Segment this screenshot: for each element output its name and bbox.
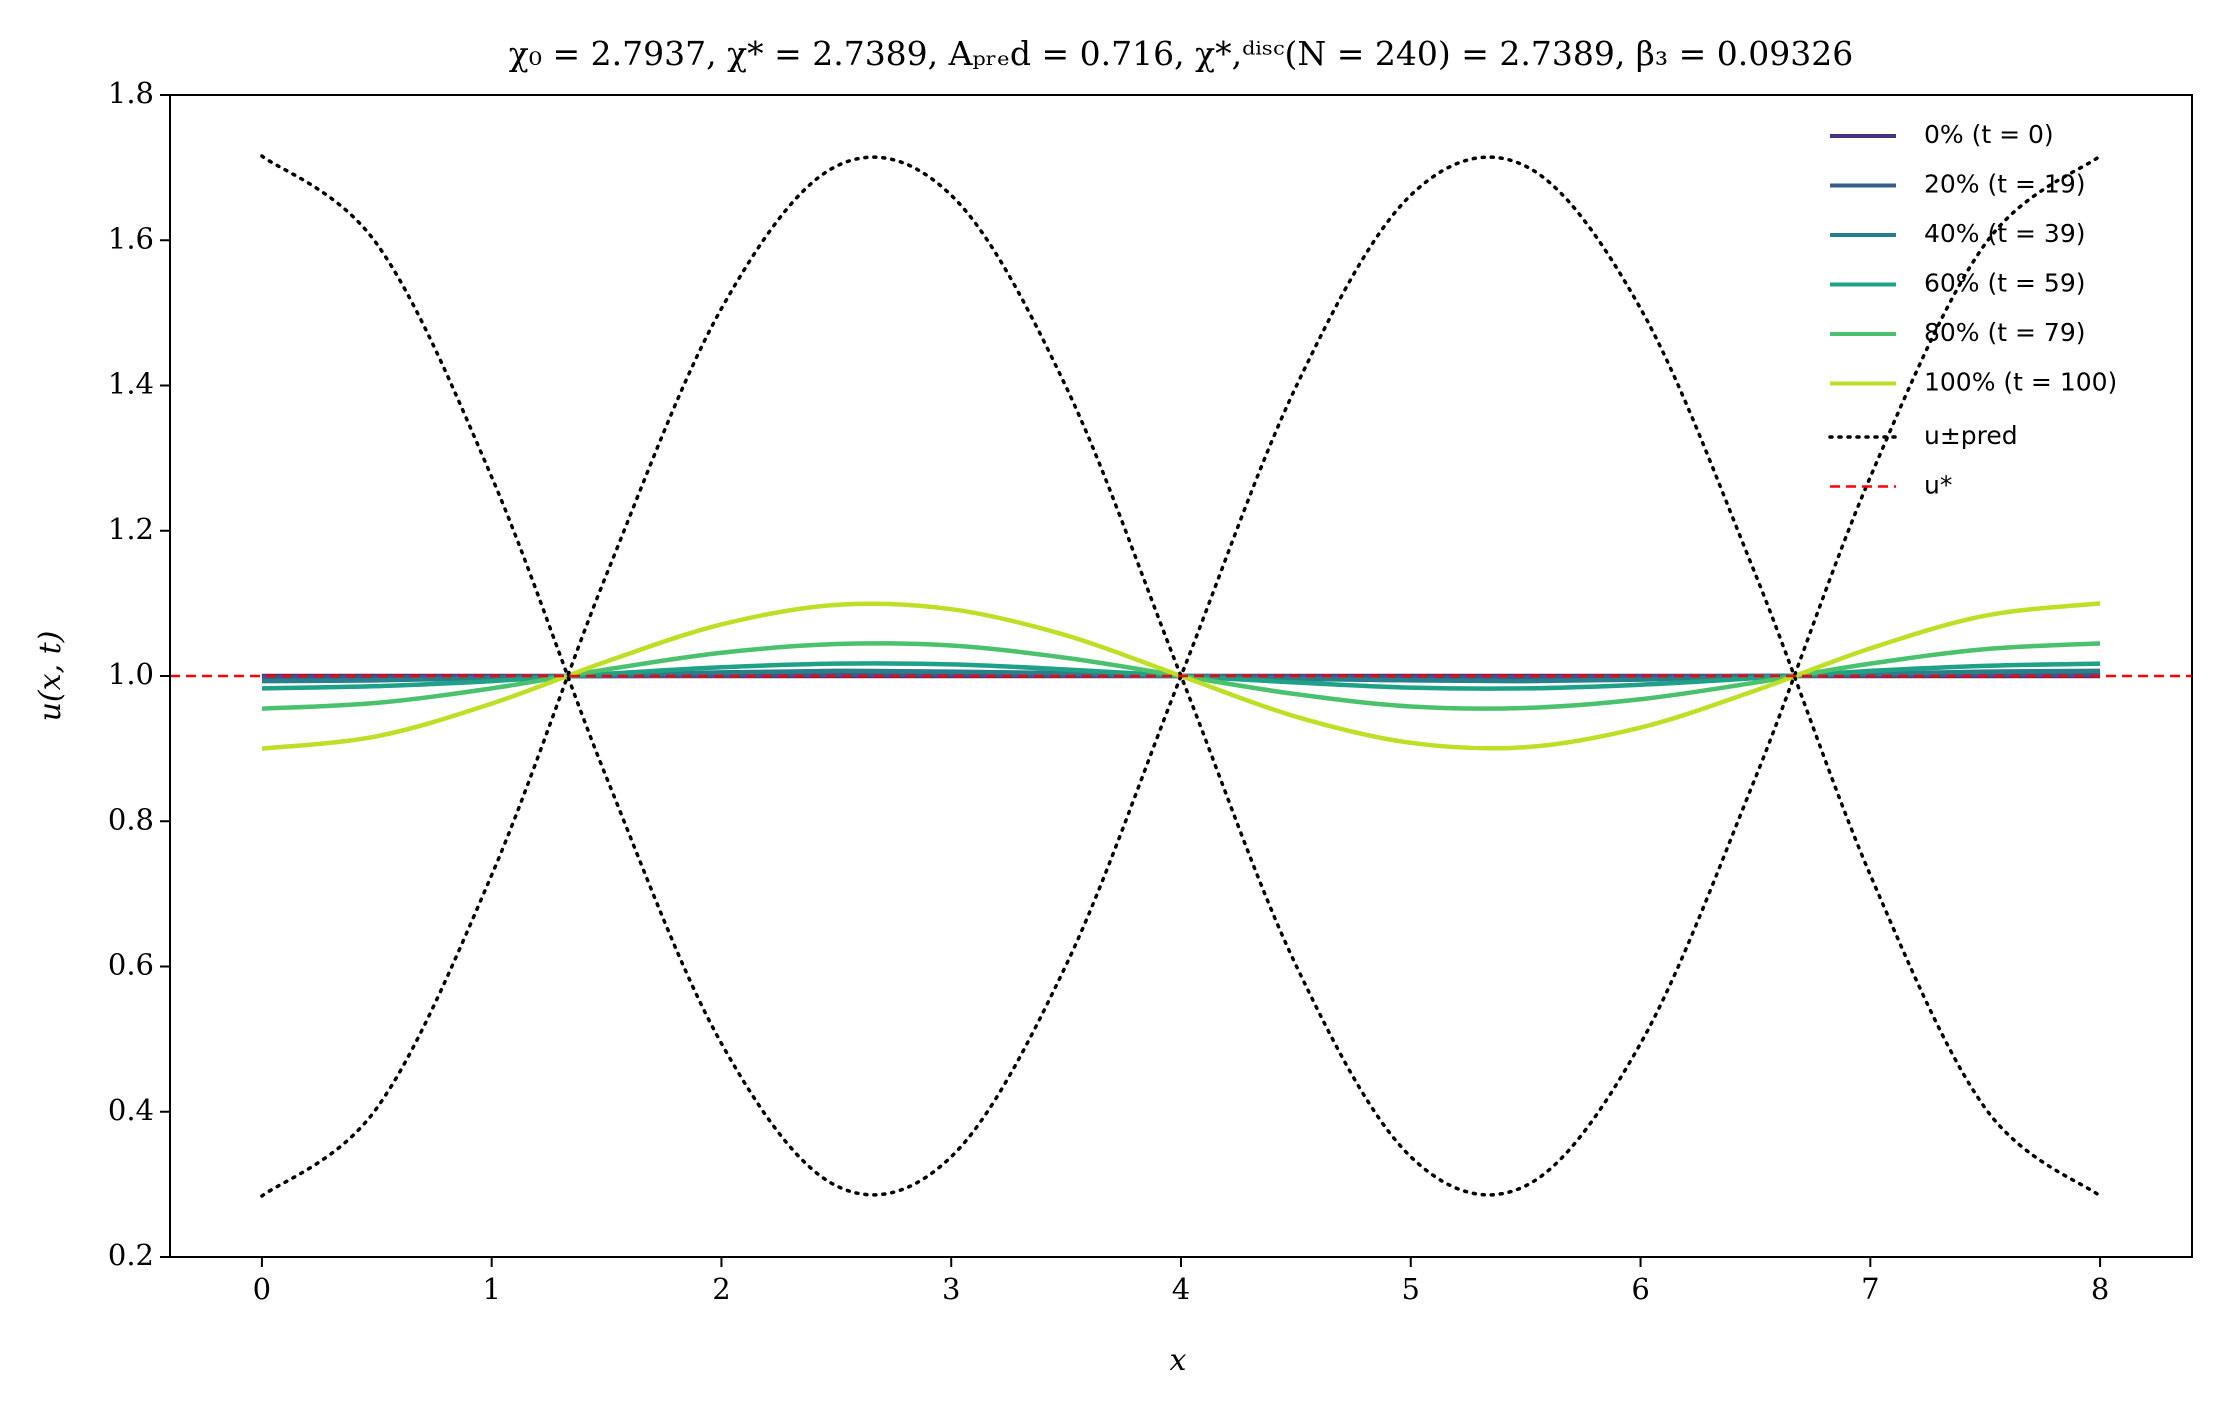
x-tick-label: 5	[1402, 1272, 1420, 1306]
legend-label: u±pred	[1924, 421, 2018, 450]
x-tick-label: 6	[1631, 1272, 1649, 1306]
x-tick-label: 3	[942, 1272, 960, 1306]
y-axis-label: u(x, t)	[33, 631, 68, 722]
x-tick-label: 0	[253, 1272, 271, 1306]
y-tick-label: 0.4	[108, 1093, 154, 1127]
y-tick-label: 0.2	[108, 1238, 154, 1272]
x-axis-label: x	[1170, 1343, 1187, 1378]
legend-label: 40% (t = 39)	[1924, 219, 2085, 248]
chart-title: χ₀ = 2.7937, χ* = 2.7389, Aₚᵣₑd = 0.716,…	[509, 34, 1853, 73]
legend-label: 60% (t = 59)	[1924, 269, 2085, 298]
legend-label: 80% (t = 79)	[1924, 318, 2085, 347]
legend-label: 0% (t = 0)	[1924, 120, 2054, 149]
y-tick-label: 1.8	[108, 76, 154, 110]
legend-label: 100% (t = 100)	[1924, 368, 2117, 397]
x-tick-label: 4	[1172, 1272, 1190, 1306]
y-tick-label: 1.6	[108, 221, 154, 255]
y-tick-label: 0.6	[108, 948, 154, 982]
x-tick-label: 2	[712, 1272, 730, 1306]
y-tick-label: 1.0	[108, 657, 154, 691]
x-tick-label: 1	[482, 1272, 500, 1306]
y-tick-label: 1.4	[108, 367, 154, 401]
legend-label: u*	[1924, 471, 1952, 500]
y-tick-label: 0.8	[108, 802, 154, 836]
y-tick-label: 1.2	[108, 512, 154, 546]
x-tick-label: 8	[2091, 1272, 2109, 1306]
x-tick-label: 7	[1861, 1272, 1879, 1306]
legend-label: 20% (t = 19)	[1924, 170, 2085, 199]
plot-frame	[169, 94, 2193, 1258]
